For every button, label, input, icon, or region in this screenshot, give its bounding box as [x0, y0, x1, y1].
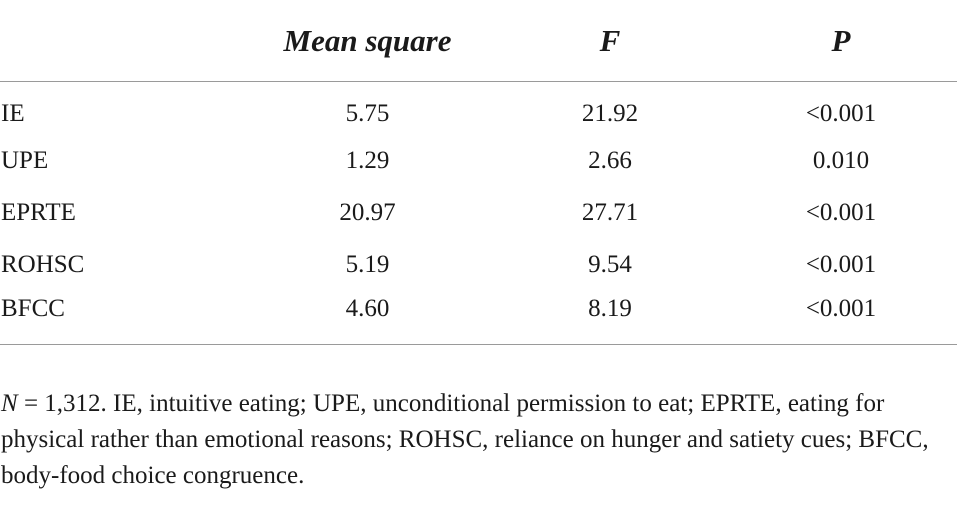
header-mean-square: Mean square [240, 0, 495, 82]
mean-square-cell: 5.19 [345, 251, 390, 278]
f-cell: 8.19 [495, 291, 725, 345]
mean-square-cell: 5.75 [345, 99, 390, 127]
row-label: UPE [1, 147, 49, 174]
table-row: BFCC 4.60 8.19 <0.001 [0, 291, 957, 345]
table-row: IE 5.75 21.92 <0.001 [0, 82, 957, 136]
p-cell: <0.001 [805, 99, 877, 127]
row-label: EPRTE [1, 199, 76, 226]
header-row: Mean square F P [0, 0, 957, 82]
p-cell: 0.010 [812, 147, 870, 174]
f-cell: 27.71 [581, 199, 639, 226]
row-label: BFCC [0, 291, 240, 345]
f-cell: 9.54 [588, 251, 632, 278]
anova-table-container: Mean square F P IE 5.75 21.92 <0.001 UPE… [0, 0, 957, 345]
p-cell: <0.001 [805, 199, 877, 226]
footnote-n-symbol: N [1, 390, 18, 417]
table-footnote: N = 1,312. IE, intuitive eating; UPE, un… [1, 386, 951, 494]
f-cell: 21.92 [581, 99, 639, 127]
mean-square-cell: 1.29 [345, 147, 390, 174]
header-empty [0, 0, 240, 82]
header-p: P [725, 0, 957, 82]
table-row: ROHSC 5.19 9.54 <0.001 [0, 239, 957, 291]
anova-table: Mean square F P IE 5.75 21.92 <0.001 UPE… [0, 0, 957, 345]
p-cell: <0.001 [725, 291, 957, 345]
row-label: ROHSC [1, 251, 85, 278]
mean-square-cell: 20.97 [339, 199, 396, 226]
row-label: IE [1, 99, 25, 127]
f-cell: 2.66 [588, 147, 632, 174]
header-f: F [495, 0, 725, 82]
p-cell: <0.001 [805, 251, 877, 278]
mean-square-cell: 4.60 [240, 291, 495, 345]
footnote-text: = 1,312. IE, intuitive eating; UPE, unco… [1, 390, 929, 489]
table-row: EPRTE 20.97 27.71 <0.001 [0, 187, 957, 239]
table-row: UPE 1.29 2.66 0.010 [0, 135, 957, 187]
